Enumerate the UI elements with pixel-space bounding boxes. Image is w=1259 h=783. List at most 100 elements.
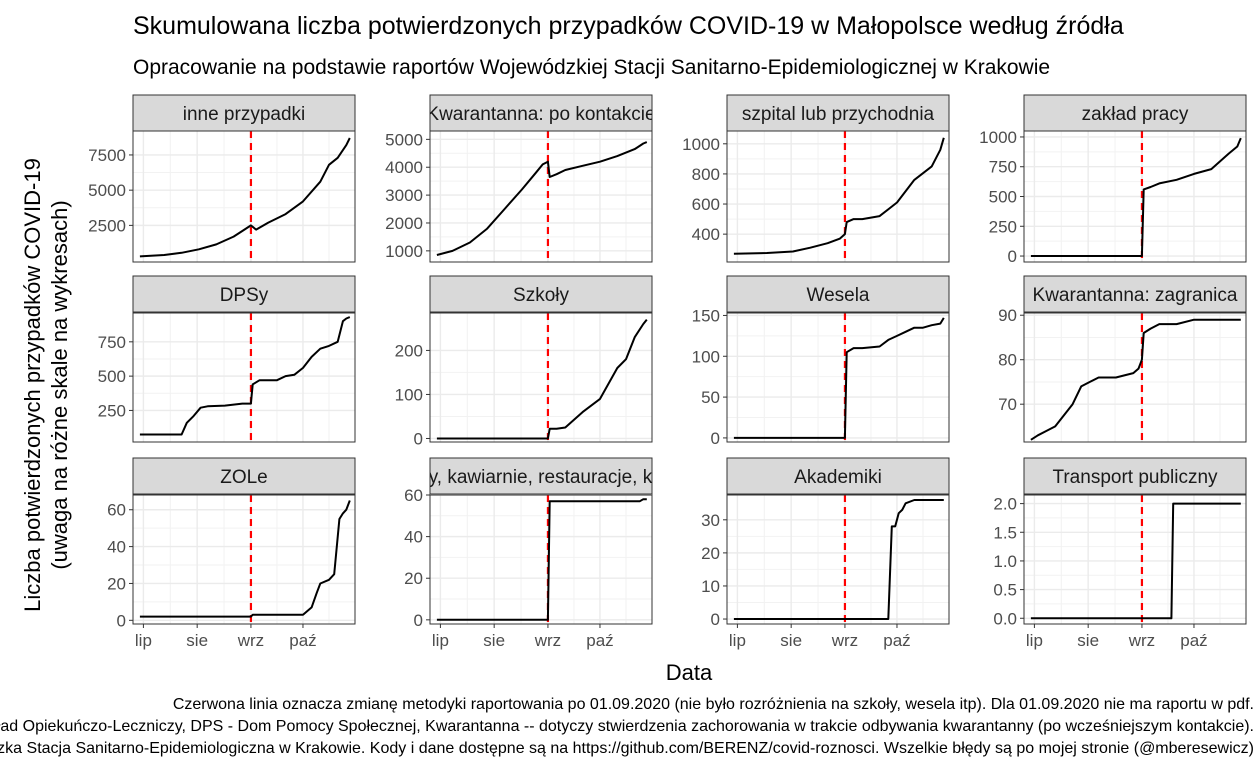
y-tick-label: 4000 xyxy=(385,158,423,177)
y-tick-label: 500 xyxy=(98,367,126,386)
y-tick-label: 40 xyxy=(404,528,423,547)
facet-strip-label: Puby, kawiarnie, restauracje, kluby xyxy=(395,467,688,488)
y-tick-label: 0 xyxy=(711,429,720,448)
y-tick-label: 600 xyxy=(692,195,720,214)
y-tick-label: 750 xyxy=(989,158,1017,177)
y-tick-label: 0.5 xyxy=(993,581,1017,600)
y-tick-label: 1.5 xyxy=(993,523,1017,542)
y-tick-label: 60 xyxy=(404,486,423,505)
facet-panel: Transport publiczny 0.0 0.5 1.0 1.5 2.0 lip sie… xyxy=(993,457,1247,650)
y-tick-label: 3000 xyxy=(385,186,423,205)
panel-background xyxy=(133,495,355,624)
facet-panel: szpital lub przychodnia 400 600 800 1000 xyxy=(682,94,950,263)
y-tick-label: 40 xyxy=(107,538,126,557)
y-tick-label: 1.0 xyxy=(993,552,1017,571)
panel-border xyxy=(429,312,653,443)
facet-panel: Wesela 0 50 100 150 xyxy=(692,275,950,448)
facet-strip-label: Szkoły xyxy=(513,285,569,306)
x-tick-label: lip xyxy=(1026,631,1043,650)
facet-panel: ZOLe 0 20 40 60 lip sie wrz paź xyxy=(107,457,356,650)
y-tick-label: 0 xyxy=(414,429,423,448)
y-tick-label: 400 xyxy=(692,225,720,244)
y-tick-label: 30 xyxy=(701,511,720,530)
panel-border xyxy=(726,312,950,443)
facet-strip-label: Kwarantanna: po kontakcie xyxy=(426,104,655,125)
panel-background xyxy=(133,313,355,442)
y-tick-label: 80 xyxy=(998,351,1017,370)
x-tick-label: wrz xyxy=(534,631,561,650)
x-tick-label: sie xyxy=(780,631,802,650)
y-tick-label: 70 xyxy=(998,395,1017,414)
x-tick-label: paź xyxy=(289,631,316,650)
facet-panel: Akademiki 0 10 20 30 lip sie wrz paź xyxy=(701,457,950,650)
caption-line-1: Czerwona linia oznacza zmianę metodyki r… xyxy=(173,696,1254,713)
panel-border xyxy=(429,130,653,263)
facet-strip-label: Transport publiczny xyxy=(1052,467,1218,488)
series-line xyxy=(733,137,945,255)
y-tick-label: 10 xyxy=(701,577,720,596)
series-line xyxy=(436,498,647,621)
series-line xyxy=(139,137,351,258)
x-tick-label: paź xyxy=(586,631,613,650)
y-tick-label: 50 xyxy=(701,388,720,407)
y-tick-label: 60 xyxy=(107,501,126,520)
series-line xyxy=(139,316,351,436)
y-tick-label: 5000 xyxy=(385,130,423,149)
series-line xyxy=(1030,502,1241,620)
y-tick-label: 2000 xyxy=(385,214,423,233)
facet-strip xyxy=(429,275,653,313)
y-axis-title-line2: (uwaga na różne skale na wykresach) xyxy=(47,200,72,569)
y-tick-label: 20 xyxy=(404,569,423,588)
panel-background xyxy=(727,313,949,442)
y-tick-label: 250 xyxy=(98,401,126,420)
facet-strip xyxy=(132,94,356,132)
panel-border xyxy=(429,494,653,625)
y-tick-label: 0.0 xyxy=(993,609,1017,628)
panel-border xyxy=(1023,312,1247,443)
y-tick-label: 200 xyxy=(395,341,423,360)
y-tick-label: 20 xyxy=(701,544,720,563)
series-line xyxy=(1030,318,1241,441)
y-tick-label: 0 xyxy=(711,610,720,629)
caption-line-3: Źródło: Wojewódzka Stacja Sanitarno-Epid… xyxy=(0,738,1254,757)
panel-border xyxy=(726,130,950,263)
panel-border xyxy=(726,494,950,625)
facet-strip xyxy=(132,275,356,313)
panel-background xyxy=(727,495,949,624)
facet-strip-label: szpital lub przychodnia xyxy=(742,104,935,125)
y-tick-label: 0 xyxy=(414,611,423,630)
facet-strip-label: ZOLe xyxy=(220,467,268,488)
x-tick-label: lip xyxy=(729,631,746,650)
series-line xyxy=(1030,137,1242,257)
chart-subtitle: Opracowanie na podstawie raportów Wojewó… xyxy=(133,56,1050,79)
facet-panel: Kwarantanna: zagranica 70 80 90 xyxy=(998,275,1247,443)
y-axis-title-line1: Liczba potwierdzonych przypadków COVID-1… xyxy=(20,158,45,612)
y-tick-label: 90 xyxy=(998,306,1017,325)
facet-strip xyxy=(429,457,653,495)
y-tick-label: 750 xyxy=(98,333,126,352)
facet-panel: inne przypadki 2500 5000 7500 xyxy=(88,94,356,263)
facet-strip-label: Wesela xyxy=(806,285,869,306)
panel-border xyxy=(132,494,356,625)
y-tick-label: 100 xyxy=(692,347,720,366)
series-line xyxy=(139,500,351,618)
caption-line-2: ZOL - Zakład Opiekuńczo-Leczniczy, DPS -… xyxy=(0,718,1254,735)
chart-title: Skumulowana liczba potwierdzonych przypa… xyxy=(133,12,1124,40)
x-tick-label: paź xyxy=(883,631,910,650)
facet-strip xyxy=(726,94,950,132)
facet-panel: zakład pracy 0 250 500 750 1000 xyxy=(979,94,1247,266)
facet-strip xyxy=(726,275,950,313)
facet-strip xyxy=(1023,94,1247,132)
series-line xyxy=(436,318,648,440)
facet-strip-label: zakład pracy xyxy=(1082,104,1189,125)
facet-panel: DPSy 250 500 750 xyxy=(98,275,356,443)
panel-border xyxy=(132,312,356,443)
x-tick-label: lip xyxy=(432,631,449,650)
y-tick-label: 500 xyxy=(989,188,1017,207)
y-tick-label: 1000 xyxy=(682,135,720,154)
facet-panel: Puby, kawiarnie, restauracje, kluby 0 20 40… xyxy=(395,457,688,650)
panel-border xyxy=(132,130,356,263)
y-tick-label: 7500 xyxy=(88,146,126,165)
panel-background xyxy=(133,131,355,262)
